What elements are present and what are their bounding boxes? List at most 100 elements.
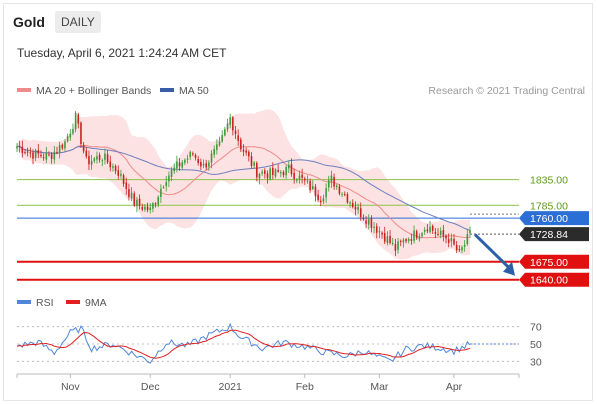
candle-body <box>280 172 282 174</box>
candle-body <box>176 161 178 169</box>
candle-body <box>386 236 389 243</box>
x-axis: Nov Dec 2021 Feb Mar Apr <box>16 374 520 393</box>
candle-body <box>407 238 410 241</box>
x-tick-label-Mar: Mar <box>370 381 389 393</box>
candle-body <box>378 231 381 233</box>
level-label-1640.00-bg <box>519 272 589 287</box>
candle-body <box>146 206 149 211</box>
legend-swatch-9ma <box>66 300 80 304</box>
candle-body <box>242 149 245 152</box>
candle-body <box>53 151 56 160</box>
rsi-tick-70: 70 <box>530 322 542 334</box>
candle-body <box>90 160 93 165</box>
legend-swatch-rsi <box>17 300 31 304</box>
candle-body <box>295 179 298 181</box>
candle-body <box>359 208 362 218</box>
candle-body <box>194 155 197 158</box>
candle-body <box>186 158 189 160</box>
candle-body <box>106 154 109 163</box>
candle-body <box>45 152 48 160</box>
candle-body <box>463 244 466 247</box>
candle-body <box>413 230 415 241</box>
candle-body <box>205 163 207 168</box>
candle-body <box>250 156 253 166</box>
candle-body <box>282 171 285 176</box>
candle-body <box>311 186 314 190</box>
candle-body <box>341 194 343 196</box>
candle-body <box>418 236 421 240</box>
bollinger-band-area <box>17 109 470 260</box>
candle-body <box>301 174 303 178</box>
candle-body <box>319 200 322 203</box>
legend-label-ma50: MA 50 <box>179 85 209 97</box>
candle-body <box>293 172 295 179</box>
candle-body <box>237 135 239 141</box>
candle-body <box>42 157 45 159</box>
candle-body <box>290 164 293 175</box>
level-label-1675.00: 1675.00 <box>530 257 568 269</box>
candle-body <box>362 217 365 220</box>
candle-body <box>234 130 237 135</box>
level-label-1640.00: 1640.00 <box>530 275 568 287</box>
candle-body <box>461 247 463 251</box>
rsi-line <box>16 322 471 364</box>
candle-body <box>466 234 469 245</box>
candle-body <box>160 188 162 198</box>
candle-body <box>168 175 170 182</box>
candle-body <box>277 170 279 172</box>
candle-body <box>309 180 311 191</box>
candle-body <box>426 229 429 232</box>
candle-body <box>469 230 471 234</box>
candle-body <box>141 206 144 210</box>
candle-body <box>370 218 373 228</box>
candle-body <box>439 230 442 236</box>
instrument-title: Gold <box>13 14 45 30</box>
candle-body <box>450 237 453 242</box>
rsi-9ma-line <box>16 329 471 359</box>
candle-body <box>288 164 290 169</box>
chart-datetime: Tuesday, April 6, 2021 1:24:24 AM CET <box>17 46 227 60</box>
candle-body <box>429 226 431 233</box>
timeframe-badge[interactable]: DAILY <box>55 11 101 33</box>
ma50-line <box>16 145 471 231</box>
candle-body <box>455 245 458 251</box>
candle-body <box>58 144 61 153</box>
level-label-1785.00: 1785.00 <box>530 200 568 212</box>
candle-body <box>69 133 72 138</box>
candle-body <box>192 153 194 155</box>
candle-body <box>445 235 447 239</box>
candle-body <box>109 161 112 168</box>
candle-body <box>367 219 370 225</box>
candle-body <box>216 144 218 150</box>
rsi-panel: 70 50 30 <box>16 322 542 368</box>
x-tick-label-Dec: Dec <box>141 381 160 393</box>
candle-body <box>144 206 146 210</box>
candle-body <box>50 154 53 159</box>
candle-body <box>397 241 399 250</box>
candle-body <box>357 207 359 210</box>
candle-body <box>117 170 120 176</box>
legend-label-bollinger: MA 20 + Bollinger Bands <box>36 85 151 97</box>
candle-body <box>338 186 341 194</box>
candle-body <box>314 186 317 197</box>
candle-body <box>208 162 210 167</box>
candle-body <box>181 162 184 168</box>
candle-body <box>96 156 98 160</box>
x-tick-label-2021: 2021 <box>218 381 242 393</box>
rsi-tick-50: 50 <box>530 339 542 351</box>
candle-body <box>72 129 74 134</box>
level-label-1835.00: 1835.00 <box>530 175 568 187</box>
candle-body <box>232 117 234 131</box>
candle-body <box>346 194 349 203</box>
candle-body <box>272 167 274 175</box>
candle-body <box>221 135 223 142</box>
candle-body <box>365 220 367 224</box>
candle-body <box>128 189 130 198</box>
candle-body <box>306 180 309 182</box>
candle-body <box>322 198 325 202</box>
x-tick-label-Nov: Nov <box>61 381 80 393</box>
legend-main: MA 20 + Bollinger Bands MA 50 Research ©… <box>17 85 585 97</box>
candle-body <box>421 233 423 237</box>
candle-body <box>93 158 96 162</box>
